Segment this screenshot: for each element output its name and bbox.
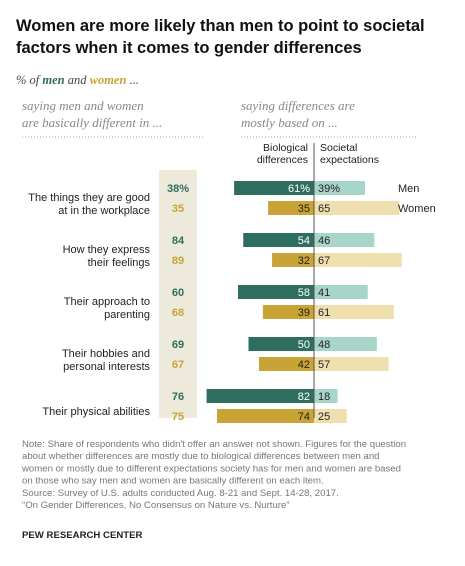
women-biological-label: 32 <box>298 255 310 267</box>
women-biological-bar <box>268 201 314 215</box>
men-biological-bar <box>206 389 314 403</box>
men-societal-label: 18 <box>318 391 330 403</box>
left-header-line: saying men and women <box>22 98 144 113</box>
category-label: The things they are good <box>28 192 150 204</box>
women-different-value: 68 <box>172 307 184 319</box>
men-societal-label: 48 <box>318 339 330 351</box>
men-societal-bar <box>314 337 377 351</box>
category-label: Their physical abilities <box>42 406 150 418</box>
women-biological-bar <box>262 305 314 319</box>
col-header-societal: Societal <box>320 142 357 154</box>
women-societal-bar <box>314 201 400 215</box>
men-societal-label: 39% <box>318 183 340 195</box>
men-societal-label: 46 <box>318 235 330 247</box>
left-header-line: are basically different in ... <box>22 115 162 130</box>
note-line: Note: Share of respondents who didn't of… <box>22 439 406 450</box>
men-different-value: 84 <box>172 235 185 247</box>
women-societal-bar <box>314 409 347 423</box>
category-label: Their hobbies and <box>62 348 150 360</box>
note-line: “On Gender Differences, No Consensus on … <box>22 500 290 511</box>
men-societal-bar <box>314 285 368 299</box>
subtitle-suffix: ... <box>126 73 139 87</box>
subtitle-women: women <box>90 73 127 87</box>
men-biological-bar <box>243 233 314 247</box>
men-societal-bar <box>314 181 366 195</box>
women-biological-bar <box>272 253 314 267</box>
subtitle-prefix: % of <box>16 73 42 87</box>
women-societal-bar <box>314 253 402 267</box>
category-group: Their physical abilities 76 82 18 75 74 25 <box>42 389 347 423</box>
right-header-line: saying differences are <box>241 98 355 113</box>
men-biological-label: 82 <box>298 391 310 403</box>
women-societal-label: 57 <box>318 359 330 371</box>
men-biological-bar <box>234 181 314 195</box>
note-line: Source: Survey of U.S. adults conducted … <box>22 488 339 499</box>
women-different-value: 75 <box>172 411 184 423</box>
subtitle-and: and <box>65 73 90 87</box>
note-line: women or mostly due to different expecta… <box>21 463 401 474</box>
men-biological-label: 58 <box>298 287 310 299</box>
men-different-value: 60 <box>172 287 184 299</box>
right-header-line: mostly based on ... <box>241 115 338 130</box>
men-biological-bar <box>238 285 314 299</box>
men-different-value: 69 <box>172 339 184 351</box>
women-biological-label: 42 <box>298 359 310 371</box>
women-societal-label: 25 <box>318 411 330 423</box>
category-label: personal interests <box>63 361 150 373</box>
chart-subtitle: % of men and women ... <box>16 73 139 87</box>
women-societal-bar <box>314 305 394 319</box>
category-label: their feelings <box>88 257 151 269</box>
men-societal-bar <box>314 233 375 247</box>
men-biological-label: 61% <box>288 183 310 195</box>
women-different-value: 89 <box>172 255 184 267</box>
col-header-biological: Biological <box>263 142 308 154</box>
women-different-value: 35 <box>172 203 184 215</box>
men-different-value: 76 <box>172 391 184 403</box>
women-biological-bar <box>217 409 314 423</box>
women-biological-label: 35 <box>298 203 310 215</box>
women-societal-label: 61 <box>318 307 330 319</box>
women-societal-label: 65 <box>318 203 330 215</box>
men-biological-label: 54 <box>298 235 310 247</box>
women-societal-label: 67 <box>318 255 330 267</box>
subtitle-men: men <box>42 73 64 87</box>
percent-column-band <box>159 170 197 418</box>
col-header-societal: expectations <box>320 154 379 166</box>
men-different-value: 38% <box>167 183 189 195</box>
chart-title-line: Women are more likely than men to point … <box>16 17 425 35</box>
category-label: How they express <box>63 244 151 256</box>
legend-men: Men <box>398 183 419 195</box>
note-line: about whether differences are mostly due… <box>22 451 380 462</box>
category-label: parenting <box>104 309 150 321</box>
legend-women: Women <box>398 203 436 215</box>
women-biological-label: 74 <box>298 411 310 423</box>
men-biological-label: 50 <box>298 339 310 351</box>
men-societal-bar <box>314 389 338 403</box>
women-biological-label: 39 <box>298 307 310 319</box>
women-different-value: 67 <box>172 359 184 371</box>
women-biological-bar <box>258 357 314 371</box>
category-label: at in the workplace <box>58 205 150 217</box>
source-org: PEW RESEARCH CENTER <box>22 530 143 541</box>
col-header-biological: differences <box>257 154 308 166</box>
category-label: Their approach to <box>64 296 150 308</box>
men-societal-label: 41 <box>318 287 330 299</box>
note-line: on those who say men and women are basic… <box>22 476 324 487</box>
women-societal-bar <box>314 357 389 371</box>
men-biological-bar <box>248 337 314 351</box>
chart-title-line: factors when it comes to gender differen… <box>16 39 362 57</box>
